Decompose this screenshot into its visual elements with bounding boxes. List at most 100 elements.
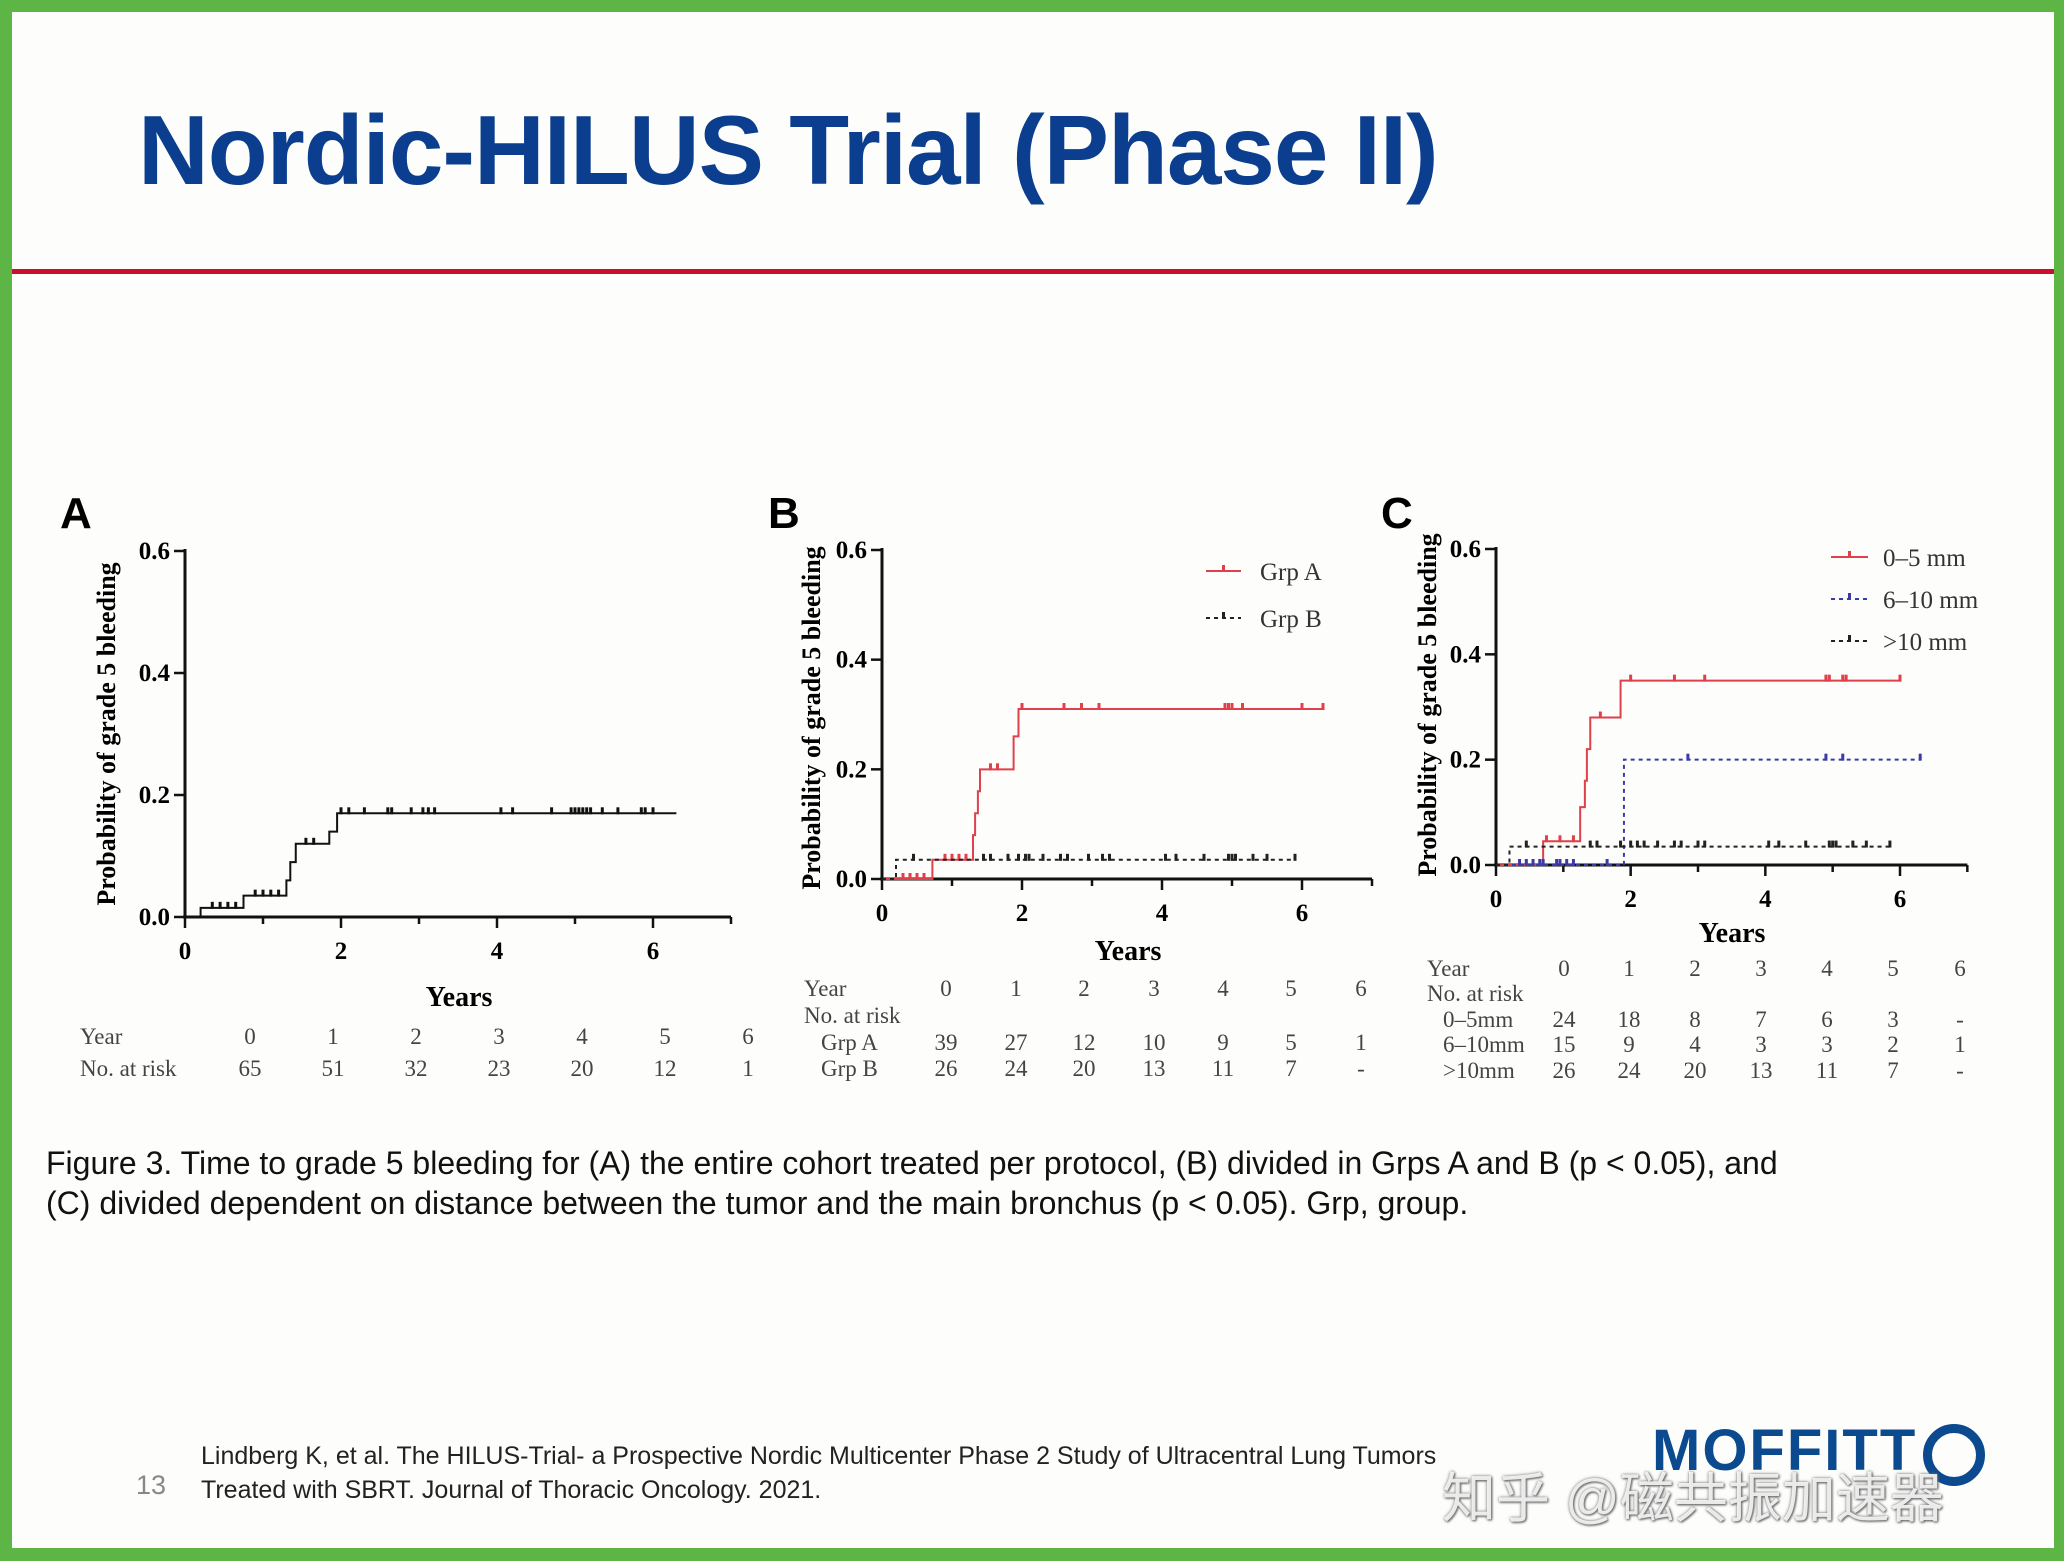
risk-row-label: No. at risk [80,1056,177,1081]
risk-value: 1 [1954,1032,1966,1057]
risk-value: 3 [1821,1032,1833,1057]
risk-value: 32 [405,1056,428,1081]
y-tick-label: 0.4 [1450,641,1482,668]
km-curve-Grp-B [882,858,1295,880]
risk-year-label: Year [1427,956,1470,981]
risk-value: 6 [1821,1007,1833,1032]
y-tick-label: 0.4 [836,647,868,674]
title-divider [12,269,2054,274]
panel-letter: A [60,489,92,538]
legend-label: 0–5 mm [1883,545,1966,572]
y-axis-title: Probability of grade 5 bleeding [92,562,121,905]
risk-value: 7 [1285,1056,1297,1081]
risk-value: 39 [935,1030,958,1055]
risk-value: - [1357,1056,1365,1081]
y-tick-label: 0.6 [1450,536,1481,563]
legend-label: Grp A [1260,559,1322,586]
risk-year: 5 [1285,976,1297,1001]
risk-year: 2 [1078,976,1090,1001]
y-tick-label: 0.2 [139,782,170,809]
risk-year: 6 [1954,956,1966,981]
risk-year: 6 [742,1024,754,1049]
risk-year: 5 [1887,956,1899,981]
x-tick-label: 2 [1624,886,1637,913]
risk-year: 3 [1148,976,1160,1001]
figure-caption-line-1: Figure 3. Time to grade 5 bleeding for (… [46,1145,1778,1181]
x-tick-label: 4 [1156,900,1169,927]
risk-value: 18 [1618,1007,1641,1032]
x-tick-label: 2 [335,938,348,965]
figure-caption-line-2: (C) divided dependent on distance betwee… [46,1185,1469,1221]
risk-value: 24 [1618,1058,1642,1083]
y-tick-label: 0.0 [1450,852,1481,879]
x-tick-label: 4 [491,938,504,965]
y-axis-title: Probability of grade 5 bleeding [1413,533,1442,876]
risk-value: 20 [1073,1056,1096,1081]
risk-value: 13 [1750,1058,1773,1083]
logo-text: MOFFITT [1652,1418,1918,1483]
risk-year: 1 [327,1024,339,1049]
risk-value: 1 [742,1056,754,1081]
x-tick-label: 0 [1490,886,1503,913]
risk-year-label: Year [804,976,847,1001]
y-tick-label: 0.6 [836,537,867,564]
risk-value: 15 [1553,1032,1576,1057]
risk-value: - [1956,1007,1964,1032]
legend-label: >10 mm [1883,629,1968,656]
risk-value: 12 [1073,1030,1096,1055]
slide-title: Nordic-HILUS Trial (Phase II) [138,95,1439,205]
risk-value: 26 [1553,1058,1576,1083]
risk-value: 10 [1143,1030,1166,1055]
risk-value: 20 [571,1056,594,1081]
risk-value: 3 [1887,1007,1899,1032]
risk-value: 3 [1755,1032,1767,1057]
x-tick-label: 0 [876,900,889,927]
x-axis-title: Years [1699,918,1766,949]
risk-year: 0 [1558,956,1570,981]
legend-label: 6–10 mm [1883,587,1979,614]
watermark: 知乎 @磁共振加速器 [1442,1469,1944,1529]
legend-label: Grp B [1260,606,1322,633]
x-tick-label: 0 [179,938,192,965]
x-tick-label: 2 [1016,900,1029,927]
risk-value: 11 [1212,1056,1234,1081]
slide: Nordic-HILUS Trial (Phase II) Figure 3. … [12,12,2054,1548]
risk-value: 1 [1355,1030,1367,1055]
km-curve-all [185,812,677,918]
risk-row-label: Grp A [821,1030,878,1055]
panel-letter: C [1381,489,1413,538]
risk-year: 2 [410,1024,422,1049]
citation-line-1: Lindberg K, et al. The HILUS-Trial- a Pr… [201,1442,1437,1470]
km-curve-Grp-A [882,708,1323,880]
risk-value: 51 [322,1056,345,1081]
risk-value: 7 [1755,1007,1767,1032]
x-axis-title: Years [426,982,493,1013]
risk-year: 6 [1355,976,1367,1001]
risk-year: 4 [1217,976,1229,1001]
y-tick-label: 0.6 [139,538,170,565]
y-axis-title: Probability of grade 5 bleeding [797,546,826,889]
risk-row-label: 6–10mm [1443,1032,1525,1057]
risk-value: 2 [1887,1032,1899,1057]
risk-year: 3 [493,1024,505,1049]
risk-year: 5 [659,1024,671,1049]
x-tick-label: 4 [1759,886,1772,913]
risk-year: 0 [244,1024,256,1049]
risk-value: 24 [1005,1056,1029,1081]
risk-value: 13 [1143,1056,1166,1081]
y-tick-label: 0.0 [139,904,170,931]
risk-value: 12 [654,1056,677,1081]
y-tick-label: 0.2 [836,756,867,783]
risk-year: 3 [1755,956,1767,981]
risk-header: No. at risk [804,1003,901,1028]
risk-value: 27 [1005,1030,1028,1055]
risk-value: 24 [1553,1007,1577,1032]
risk-value: 4 [1689,1032,1701,1057]
risk-year-label: Year [80,1024,123,1049]
risk-value: 23 [488,1056,511,1081]
citation-line-2: Treated with SBRT. Journal of Thoracic O… [201,1476,822,1504]
risk-value: - [1956,1058,1964,1083]
km-curve-6-10-mm [1496,758,1921,866]
